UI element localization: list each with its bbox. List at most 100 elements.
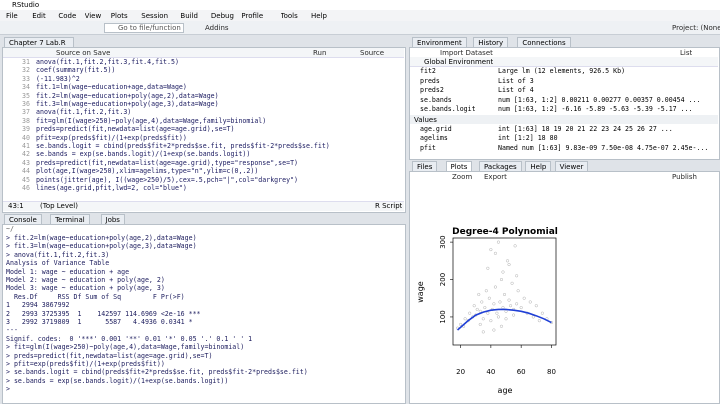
plot: Degree-4 Polynomial age wage 20 40 60 80 100 200… [416,227,558,395]
env-name[interactable]: pfit [420,143,436,152]
data-point [492,302,496,306]
env-name[interactable]: fit2 [420,67,436,75]
line-number: 33 [22,74,30,83]
code-line: se.bands = exp(se.bands.logit)/(1+exp(se… [36,150,251,159]
code-line: preds=predict(fit,newdata=list(age=age.g… [36,125,235,134]
files-tab[interactable]: Plots [445,161,473,173]
console-line: > anova(fit.1,fit.2,fit.3) [6,250,110,259]
env-tab[interactable]: Connections [517,37,571,49]
menu-item[interactable]: Help [311,12,327,20]
env-name[interactable]: age.grid [420,124,452,133]
y-tick-label: 300 [439,235,447,248]
env-value: int [1:2] 18 80 [498,134,558,142]
menu-item[interactable]: Session [141,12,169,20]
menu-item[interactable]: Edit [32,12,46,20]
data-point [459,322,463,326]
code-line: points(jitter(age), I((wage>250)/5),cex=… [36,175,299,184]
data-point [493,285,497,289]
files-tab[interactable]: Help [525,161,552,173]
line-number: 38 [22,116,30,125]
data-point [513,244,517,248]
data-point [502,292,507,297]
data-point [486,266,490,270]
menu-item[interactable]: File [6,12,18,20]
env-tab[interactable]: Environment [412,37,467,49]
console-tab[interactable]: Terminal [50,214,90,226]
env-name[interactable]: agelims [420,134,448,142]
files-tab[interactable]: Viewer [554,161,589,173]
data-point [486,311,490,315]
code-line: preds=predict(fit,newdata=list(age=age.g… [36,158,299,167]
export[interactable]: Export [484,173,507,181]
source-on-save[interactable]: Source on Save [56,49,111,57]
files-tab[interactable]: Files [412,161,438,173]
env-value: List of 4 [498,86,534,94]
addins[interactable]: Addins [205,24,229,32]
data-point [489,248,493,252]
console-line: Analysis of Variance Table [6,259,110,268]
zoom[interactable]: Zoom [452,173,473,181]
line-number: 45 [22,175,30,184]
menu-item[interactable]: Build [180,12,198,20]
menu-item[interactable]: Profile [241,12,264,20]
data-point [487,296,491,300]
line-number: 35 [22,91,30,100]
data-point [481,330,485,334]
code-line: fit.2=lm(wage~education+poly(age,2),data… [36,91,219,100]
menu-item[interactable]: Plots [110,12,128,20]
view-mode[interactable]: List [680,49,693,57]
line-number: 37 [22,108,30,117]
cursor-position: 43:1 [8,202,24,210]
data-point [522,296,526,300]
source-button[interactable]: Source [360,49,385,57]
values-header-text: Values [414,115,437,124]
data-point [468,311,472,315]
goto-box[interactable] [104,23,184,33]
project[interactable]: Project: (None) [672,24,720,32]
code-line: lines(age.grid,pfit,lwd=2, col="blue") [36,184,187,192]
data-point [498,300,502,304]
values-header [410,114,718,124]
env-name[interactable]: preds [420,76,440,85]
env-scope[interactable]: Global Environment [424,58,494,66]
run-button[interactable]: Run [313,49,327,57]
editor-tab[interactable]: Chapter 7 Lab.R [4,37,74,49]
console-line: > [6,385,10,394]
data-point [540,311,544,315]
scope[interactable]: (Top Level) [40,202,78,210]
data-point [489,319,493,323]
data-point [496,240,500,244]
console-tab[interactable]: Console [4,214,42,226]
env-name[interactable]: se.bands.logit [420,105,476,113]
menu-item[interactable]: View [84,12,102,20]
data-point [505,259,510,263]
data-point [480,300,484,304]
env-tab[interactable]: History [473,37,509,49]
x-tick-label: 40 [486,368,495,376]
console-path: ~/ [6,225,14,233]
y-tick-label: 200 [439,273,447,286]
import-dataset[interactable]: Import Dataset [440,49,493,57]
code-line: fit.3=lm(wage~education+poly(age,3),data… [36,100,219,108]
menu-item[interactable]: Debug [210,12,234,20]
line-number: 42 [22,150,30,159]
data-point [477,292,481,297]
menu-item[interactable]: Tools [280,12,298,20]
env-name[interactable]: se.bands [420,95,452,104]
y-tick-label: 100 [439,310,447,323]
filetype[interactable]: R Script [375,202,403,210]
console-line: Signif. codes: 0 '***' 0.001 '**' 0.01 '… [6,334,253,343]
editor-pane [2,47,406,213]
env-name[interactable]: preds2 [420,86,444,94]
publish[interactable]: Publish [672,173,697,181]
data-point [515,302,519,306]
console-tab[interactable]: Jobs [100,214,125,226]
data-point [504,309,508,313]
data-point [501,306,505,310]
files-tab[interactable]: Packages [479,161,522,173]
data-point [531,315,535,319]
data-point [492,328,496,332]
data-point [512,313,516,317]
menu-item[interactable]: Code [58,12,77,20]
code-line: (-11.983)^2 [36,74,80,83]
